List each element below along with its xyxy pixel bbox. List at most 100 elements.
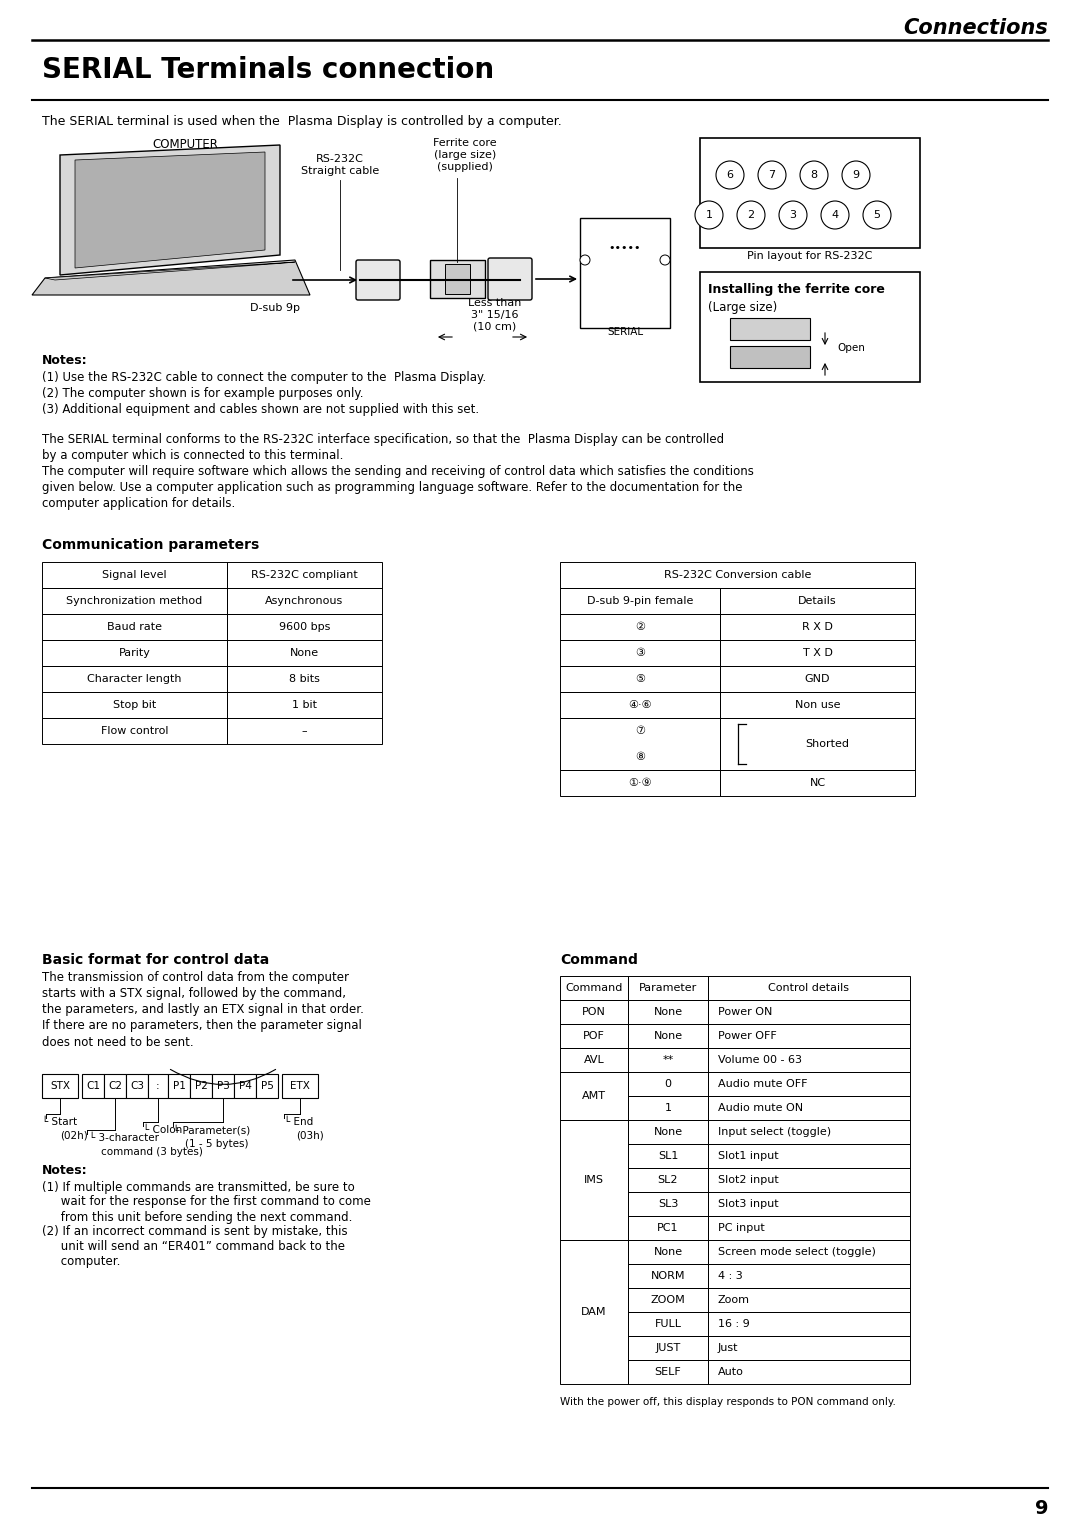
- Bar: [708, 1144, 910, 1167]
- Text: Slot2 input: Slot2 input: [718, 1175, 779, 1186]
- Bar: [104, 1074, 126, 1099]
- Bar: [561, 692, 720, 718]
- Bar: [42, 718, 227, 744]
- Text: ②: ②: [635, 622, 645, 633]
- Text: Character length: Character length: [87, 674, 181, 685]
- Bar: [168, 1074, 190, 1099]
- Text: Stop bit: Stop bit: [113, 700, 157, 711]
- Text: Notes:: Notes:: [42, 1163, 87, 1177]
- FancyBboxPatch shape: [356, 260, 400, 299]
- Text: NORM: NORM: [651, 1271, 685, 1280]
- Text: (2) If an incorrect command is sent by mistake, this: (2) If an incorrect command is sent by m…: [42, 1225, 348, 1239]
- Text: RS-232C compliant: RS-232C compliant: [252, 570, 357, 581]
- Text: └ End: └ End: [284, 1117, 313, 1128]
- Text: STX: STX: [50, 1080, 70, 1091]
- Bar: [627, 1144, 708, 1167]
- Text: ①·⑨: ①·⑨: [629, 778, 652, 788]
- Circle shape: [821, 202, 849, 229]
- Bar: [561, 588, 720, 614]
- Bar: [227, 692, 382, 718]
- Text: starts with a STX signal, followed by the command,: starts with a STX signal, followed by th…: [42, 987, 346, 1001]
- Bar: [708, 1313, 910, 1335]
- Bar: [42, 614, 227, 640]
- Bar: [627, 1216, 708, 1241]
- Text: Installing the ferrite core: Installing the ferrite core: [708, 284, 885, 296]
- Text: Signal level: Signal level: [103, 570, 166, 581]
- Text: 4: 4: [832, 209, 838, 220]
- Bar: [430, 260, 485, 298]
- Text: If there are no parameters, then the parameter signal: If there are no parameters, then the par…: [42, 1019, 362, 1033]
- Bar: [627, 1360, 708, 1384]
- Text: •••••: •••••: [609, 243, 642, 254]
- Text: 8 bits: 8 bits: [289, 674, 320, 685]
- Text: SL2: SL2: [658, 1175, 678, 1186]
- Bar: [627, 1335, 708, 1360]
- Bar: [42, 562, 227, 588]
- Text: wait for the response for the first command to come: wait for the response for the first comm…: [42, 1195, 370, 1209]
- Text: Parity: Parity: [119, 648, 150, 659]
- Text: P1: P1: [173, 1080, 186, 1091]
- Text: DAM: DAM: [581, 1306, 607, 1317]
- Bar: [42, 640, 227, 666]
- Bar: [148, 1074, 168, 1099]
- Text: computer application for details.: computer application for details.: [42, 498, 235, 510]
- Text: by a computer which is connected to this terminal.: by a computer which is connected to this…: [42, 449, 343, 463]
- Text: unit will send an “ER401” command back to the: unit will send an “ER401” command back t…: [42, 1241, 345, 1253]
- Bar: [42, 588, 227, 614]
- Text: └ 3-character: └ 3-character: [89, 1132, 159, 1143]
- Text: 4 : 3: 4 : 3: [718, 1271, 743, 1280]
- Text: AVL: AVL: [583, 1054, 605, 1065]
- Bar: [708, 999, 910, 1024]
- Bar: [627, 1241, 708, 1264]
- Text: RS-232C Conversion cable: RS-232C Conversion cable: [664, 570, 811, 581]
- Text: Command: Command: [565, 983, 623, 993]
- Bar: [708, 1024, 910, 1048]
- Circle shape: [758, 160, 786, 189]
- Text: None: None: [653, 1128, 683, 1137]
- Bar: [730, 345, 810, 368]
- Bar: [627, 999, 708, 1024]
- Bar: [627, 1073, 708, 1096]
- Text: The SERIAL terminal is used when the  Plasma Display is controlled by a computer: The SERIAL terminal is used when the Pla…: [42, 116, 562, 128]
- Text: given below. Use a computer application such as programming language software. R: given below. Use a computer application …: [42, 481, 743, 495]
- Bar: [708, 1241, 910, 1264]
- Text: ③: ③: [635, 648, 645, 659]
- Text: Communication parameters: Communication parameters: [42, 538, 259, 552]
- Bar: [561, 614, 720, 640]
- Text: P5: P5: [260, 1080, 273, 1091]
- Bar: [720, 614, 915, 640]
- Bar: [708, 1167, 910, 1192]
- Bar: [561, 1024, 627, 1048]
- Text: Asynchronous: Asynchronous: [266, 596, 343, 607]
- Polygon shape: [60, 145, 280, 275]
- Bar: [708, 1335, 910, 1360]
- Text: **: **: [662, 1054, 674, 1065]
- Text: 9: 9: [852, 170, 860, 180]
- Bar: [42, 1074, 78, 1099]
- Bar: [561, 1120, 627, 1241]
- Bar: [561, 1073, 627, 1120]
- Text: D-sub 9-pin female: D-sub 9-pin female: [586, 596, 693, 607]
- Text: (02h): (02h): [60, 1131, 87, 1141]
- Bar: [227, 588, 382, 614]
- Bar: [708, 1096, 910, 1120]
- Bar: [227, 718, 382, 744]
- Bar: [627, 976, 708, 999]
- Text: 5: 5: [874, 209, 880, 220]
- Text: None: None: [653, 1031, 683, 1041]
- Text: Basic format for control data: Basic format for control data: [42, 953, 269, 967]
- Bar: [730, 318, 810, 341]
- Text: Connections: Connections: [903, 18, 1048, 38]
- Text: The SERIAL terminal conforms to the RS-232C interface specification, so that the: The SERIAL terminal conforms to the RS-2…: [42, 434, 724, 446]
- Bar: [708, 1216, 910, 1241]
- Text: C2: C2: [108, 1080, 122, 1091]
- Text: does not need to be sent.: does not need to be sent.: [42, 1036, 193, 1048]
- Text: ④·⑥: ④·⑥: [629, 700, 652, 711]
- Text: Non use: Non use: [795, 700, 840, 711]
- Circle shape: [779, 202, 807, 229]
- Text: Pin layout for RS-232C: Pin layout for RS-232C: [747, 251, 873, 261]
- Text: With the power off, this display responds to PON command only.: With the power off, this display respond…: [561, 1397, 896, 1407]
- Bar: [627, 1313, 708, 1335]
- Text: the parameters, and lastly an ETX signal in that order.: the parameters, and lastly an ETX signal…: [42, 1004, 364, 1016]
- Text: IMS: IMS: [584, 1175, 604, 1186]
